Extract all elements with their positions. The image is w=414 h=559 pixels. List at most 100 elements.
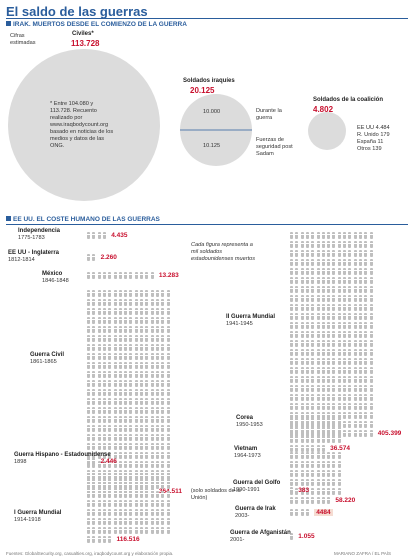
- soldier-figure-icon: [145, 527, 149, 534]
- soldier-figure-icon: [124, 335, 128, 342]
- soldier-figure-icon: [305, 376, 309, 383]
- soldier-figure-icon: [295, 358, 299, 365]
- soldier-figure-icon: [102, 536, 106, 543]
- soldier-figure-icon: [166, 425, 170, 432]
- soldier-figure-icon: [108, 425, 112, 432]
- soldier-figure-icon: [118, 482, 122, 489]
- soldier-figure-icon: [332, 232, 336, 239]
- soldier-figure-icon: [295, 461, 299, 468]
- war-years: 1861-1865: [30, 359, 57, 365]
- war-value: 36.574: [330, 445, 350, 452]
- soldier-figure-icon: [166, 527, 170, 534]
- soldier-figure-icon: [102, 443, 106, 450]
- soldier-figure-icon: [118, 317, 122, 324]
- soldier-figure-icon: [358, 286, 362, 293]
- soldier-figure-icon: [166, 335, 170, 342]
- soldier-figure-icon: [134, 527, 138, 534]
- soldier-figure-icon: [87, 272, 90, 279]
- soldier-figure-icon: [300, 259, 304, 266]
- soldier-figure-icon: [300, 418, 304, 425]
- soldier-figure-icon: [150, 344, 154, 351]
- soldier-figure-icon: [108, 290, 112, 297]
- soldier-figure-icon: [145, 380, 149, 387]
- soldier-figure-icon: [129, 299, 133, 306]
- soldier-figure-icon: [327, 322, 331, 329]
- soldier-figure-icon: [290, 487, 293, 494]
- section-bullet-icon: [6, 21, 11, 26]
- soldier-figure-icon: [358, 277, 362, 284]
- soldier-figure-icon: [97, 407, 101, 414]
- soldier-figure-icon: [166, 371, 170, 378]
- soldier-figure-icon: [87, 362, 90, 369]
- soldier-figure-icon: [87, 527, 90, 534]
- soldier-figure-icon: [295, 376, 299, 383]
- soldier-figure-icon: [129, 290, 133, 297]
- soldier-figure-icon: [102, 344, 106, 351]
- soldier-figure-icon: [118, 362, 122, 369]
- soldier-figure-icon: [311, 322, 315, 329]
- soldier-figure-icon: [87, 308, 90, 315]
- soldier-figure-icon: [337, 427, 341, 434]
- war-value: 2.260: [100, 254, 117, 261]
- soldier-figure-icon: [145, 317, 149, 324]
- soldier-figure-icon: [327, 313, 331, 320]
- soldier-figure-icon: [327, 286, 331, 293]
- war-name: México: [42, 271, 63, 277]
- soldier-figure-icon: [369, 421, 373, 428]
- fuerzas-label: Fuerzas de seguridad post Sadam: [256, 137, 293, 157]
- war-value: 58.220: [335, 497, 356, 504]
- soldier-figure-icon: [113, 509, 117, 516]
- soldier-figure-icon: [290, 445, 293, 452]
- soldier-figure-icon: [129, 434, 133, 441]
- soldier-figure-icon: [369, 412, 373, 419]
- soldier-figure-icon: [140, 389, 143, 396]
- soldier-figure-icon: [369, 259, 373, 266]
- soldier-figure-icon: [161, 482, 165, 489]
- soldier-figure-icon: [140, 461, 143, 468]
- soldier-figure-icon: [134, 407, 138, 414]
- soldier-figure-icon: [134, 500, 138, 507]
- soldier-figure-icon: [118, 371, 122, 378]
- soldier-figure-icon: [369, 385, 373, 392]
- soldier-figure-icon: [145, 389, 149, 396]
- iraqi-soldiers-value: 20.125: [190, 86, 215, 95]
- soldier-figure-icon: [161, 473, 165, 480]
- soldier-figure-icon: [129, 491, 133, 498]
- soldier-figure-icon: [134, 425, 138, 432]
- soldier-figure-icon: [113, 461, 117, 468]
- soldier-figure-icon: [358, 376, 362, 383]
- soldier-figure-icon: [332, 340, 336, 347]
- soldier-figure-icon: [321, 349, 325, 356]
- war-name: I Guerra Mundial: [14, 510, 62, 516]
- soldier-figure-icon: [337, 331, 341, 338]
- soldier-figure-icon: [97, 434, 101, 441]
- soldier-figure-icon: [87, 443, 90, 450]
- war-years: 1846-1848: [42, 278, 69, 284]
- soldier-figure-icon: [353, 385, 357, 392]
- soldier-figure-icon: [358, 430, 362, 437]
- soldier-figure-icon: [124, 344, 128, 351]
- soldier-figure-icon: [145, 308, 149, 315]
- soldier-figure-icon: [150, 326, 154, 333]
- soldier-figure-icon: [108, 482, 112, 489]
- soldier-figure-icon: [102, 509, 106, 516]
- soldier-figure-icon: [305, 331, 309, 338]
- soldier-figure-icon: [358, 250, 362, 257]
- soldier-figure-icon: [316, 445, 320, 452]
- soldier-figure-icon: [161, 461, 165, 468]
- soldier-figure-icon: [145, 290, 149, 297]
- soldier-figure-icon: [118, 398, 122, 405]
- soldier-figure-icon: [305, 340, 309, 347]
- soldier-figure-icon: [113, 500, 117, 507]
- soldier-figure-icon: [337, 286, 341, 293]
- soldier-figure-icon: [305, 313, 309, 320]
- soldier-figure-icon: [97, 509, 101, 516]
- soldier-figure-icon: [300, 452, 304, 459]
- soldier-figure-icon: [300, 470, 304, 477]
- soldier-figure-icon: [321, 277, 325, 284]
- soldier-figure-icon: [150, 416, 154, 423]
- soldier-figure-icon: [290, 436, 293, 443]
- soldier-figure-icon: [155, 398, 159, 405]
- soldier-figure-icon: [124, 425, 128, 432]
- war-value: 364.511: [158, 488, 183, 495]
